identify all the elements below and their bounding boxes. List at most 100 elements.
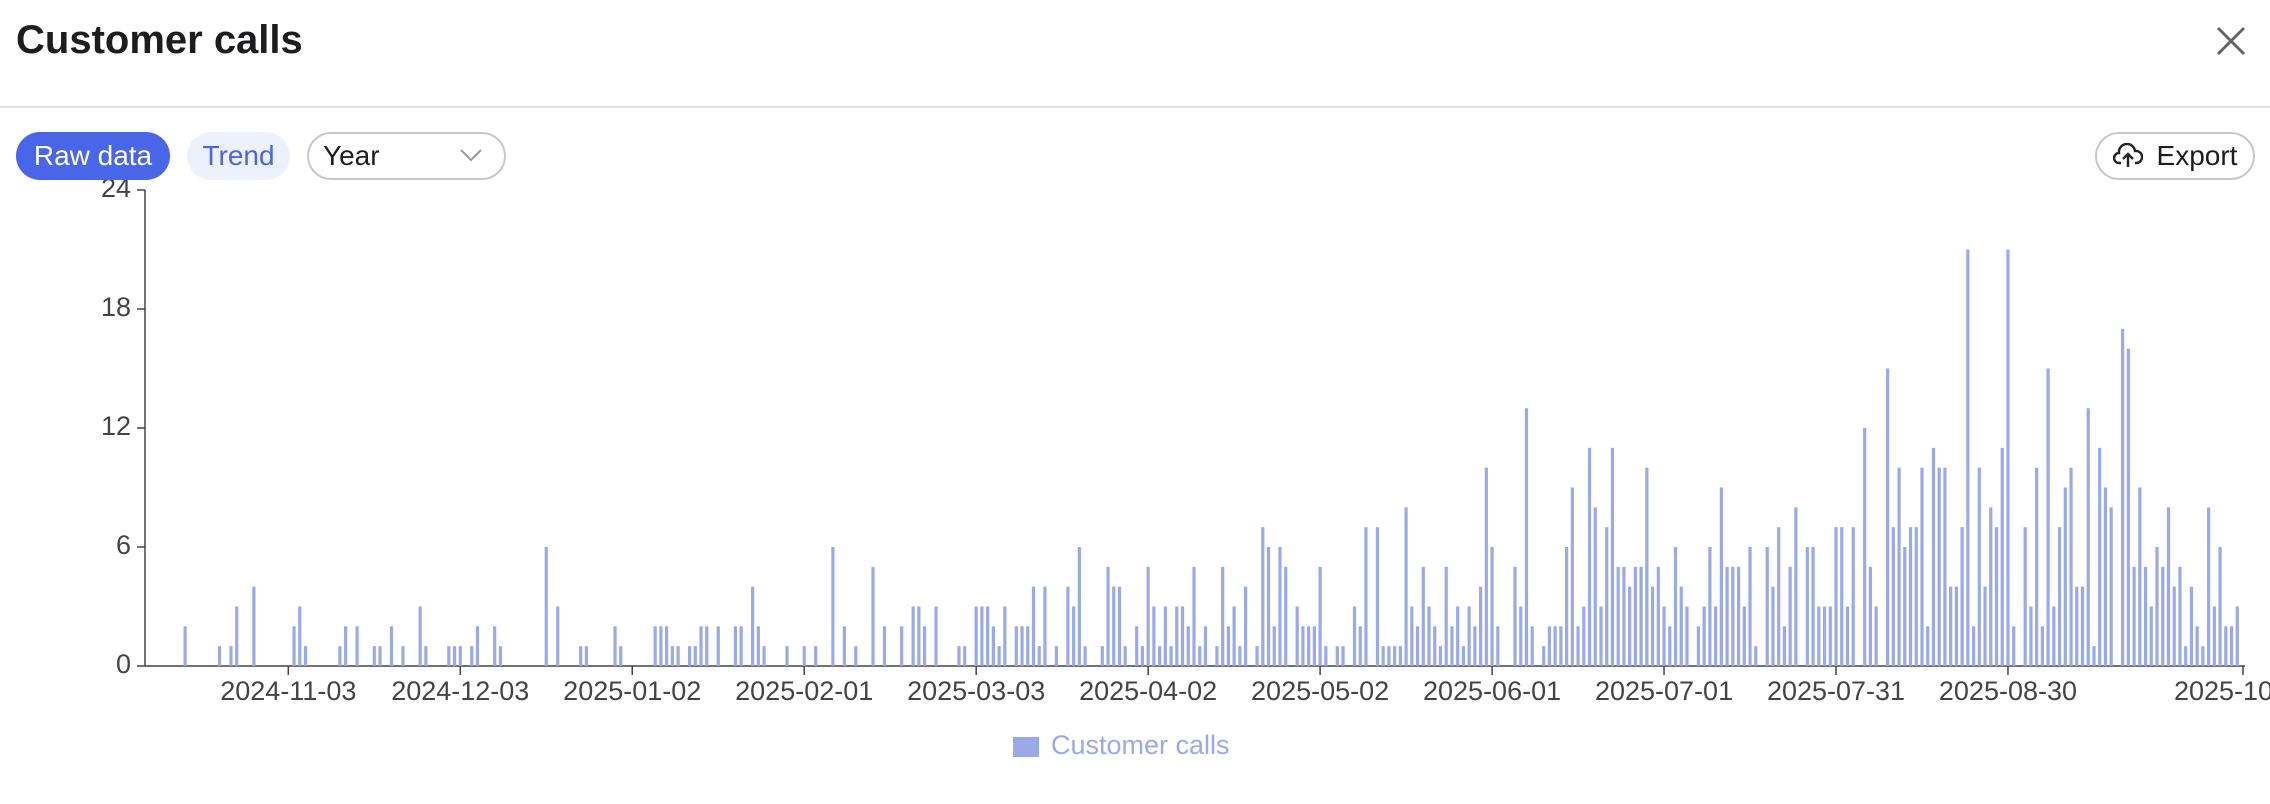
bar	[1994, 527, 1999, 666]
legend-swatch	[1013, 737, 1039, 757]
trend-tab[interactable]: Trend	[187, 132, 290, 180]
bar	[882, 626, 887, 666]
bar	[613, 626, 617, 666]
bar	[2046, 368, 2050, 666]
bar	[1564, 547, 1569, 666]
bar	[922, 626, 927, 666]
bar	[1444, 566, 1448, 666]
bar	[2126, 348, 2130, 666]
bar	[1650, 586, 1655, 666]
bar	[1696, 626, 1701, 666]
bar	[1513, 566, 1517, 666]
bar	[1966, 249, 1970, 666]
bar	[1026, 626, 1030, 666]
bar	[831, 547, 835, 666]
bar	[1719, 487, 1723, 666]
bar	[1364, 527, 1368, 666]
bar	[1668, 626, 1672, 666]
bar	[1106, 566, 1110, 666]
bar	[1616, 566, 1620, 666]
bar	[842, 626, 846, 666]
bar	[1226, 626, 1230, 666]
divider	[0, 106, 2270, 108]
bar	[1186, 626, 1190, 666]
bar	[1771, 586, 1775, 666]
bar	[183, 626, 187, 666]
bar	[1003, 606, 1007, 666]
bar	[1605, 527, 1609, 666]
bar	[1410, 606, 1414, 666]
bar	[2000, 447, 2004, 666]
bar	[470, 646, 474, 666]
x-tick-label: 2025-03-03	[907, 676, 1045, 706]
close-button[interactable]	[2214, 24, 2248, 58]
bar	[1989, 507, 1993, 666]
bar	[676, 646, 680, 666]
bar	[2138, 487, 2142, 666]
bar	[2195, 626, 2199, 666]
bar	[1484, 467, 1488, 666]
x-tick-label: 2025-05-02	[1251, 676, 1389, 706]
bar	[355, 626, 359, 666]
bar	[1163, 606, 1167, 666]
bar	[1908, 527, 1913, 666]
bar	[1977, 467, 1981, 666]
bar	[2069, 467, 2073, 666]
cloud-icon	[2112, 143, 2143, 167]
x-tick-label: 2025-10-10	[2174, 676, 2270, 706]
bar	[2057, 527, 2062, 666]
bar	[957, 646, 961, 666]
bar	[1031, 586, 1036, 666]
bar	[1822, 606, 1827, 666]
bar	[991, 626, 995, 666]
bar	[1920, 467, 1924, 666]
bar	[1352, 606, 1357, 666]
raw-data-tab[interactable]: Raw data	[16, 132, 170, 180]
bar	[1238, 646, 1242, 666]
bar	[2143, 566, 2148, 666]
period-select[interactable]: Year	[307, 132, 506, 180]
bar	[1415, 626, 1420, 666]
x-tick-label: 2025-01-02	[563, 676, 701, 706]
x-tick-label: 2024-11-03	[220, 676, 356, 706]
bar	[1433, 626, 1437, 666]
bar	[1794, 507, 1798, 666]
bar	[1903, 547, 1907, 666]
bar	[705, 626, 709, 666]
bar	[1891, 527, 1895, 666]
bar	[1633, 566, 1637, 666]
bar	[1324, 646, 1328, 666]
bar	[2012, 626, 2016, 666]
bar	[1954, 586, 1958, 666]
bar	[1272, 626, 1276, 666]
bar	[298, 606, 302, 666]
bar	[1393, 646, 1397, 666]
bar	[1805, 547, 1809, 666]
bar	[2207, 507, 2211, 666]
bar	[1559, 626, 1563, 666]
x-tick-label: 2025-06-01	[1423, 676, 1561, 706]
bar	[1066, 586, 1070, 666]
bar	[1971, 626, 1976, 666]
bar	[1851, 527, 1855, 666]
bar	[1828, 606, 1832, 666]
bar	[1754, 646, 1758, 666]
x-tick-label: 2025-08-30	[1939, 676, 2077, 706]
export-button[interactable]: Export	[2095, 132, 2255, 180]
bar	[934, 606, 938, 666]
bar	[1931, 447, 1936, 666]
bar	[1152, 606, 1156, 666]
bar	[1123, 646, 1127, 666]
bar	[1020, 626, 1024, 666]
bar	[974, 606, 978, 666]
bar	[802, 646, 806, 666]
bar	[2029, 606, 2033, 666]
bar	[2086, 408, 2090, 666]
bar	[378, 646, 382, 666]
bar	[2103, 487, 2108, 666]
bar	[1926, 626, 1930, 666]
bar	[665, 626, 669, 666]
bar	[1845, 606, 1850, 666]
bar	[1221, 566, 1225, 666]
